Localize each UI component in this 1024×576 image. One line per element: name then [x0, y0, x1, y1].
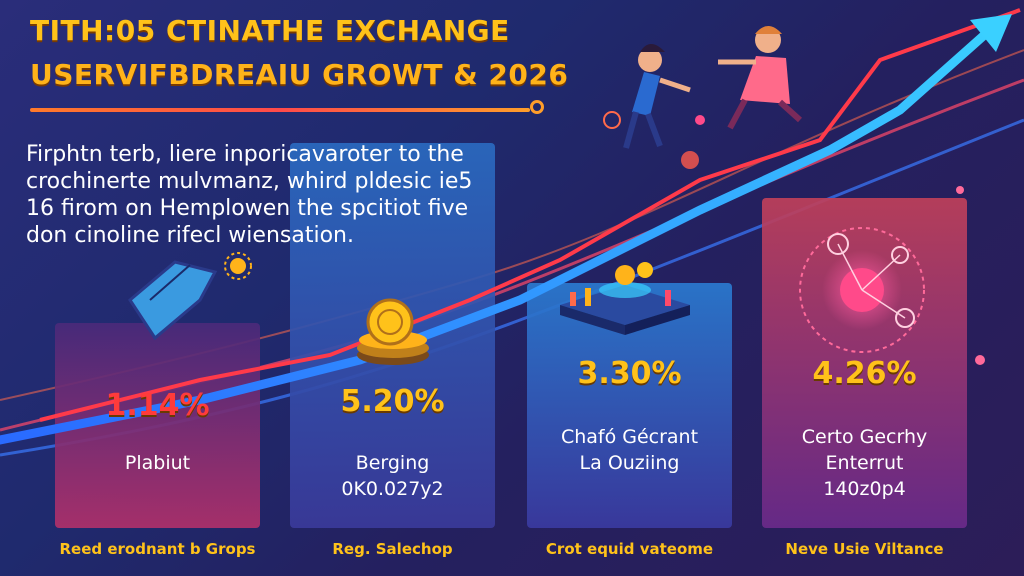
network-globe-icon [799, 227, 925, 353]
bar-value-label: 3.30% [577, 356, 682, 391]
page-title-line-2: USERVIFBDREAIU GROWT & 2026 [30, 58, 569, 91]
bar-card-label-line: La Ouziing [579, 452, 680, 474]
description-line: don cinoline rifecl wiensation. [26, 223, 354, 248]
description-line: Firphtn terb, liere inporicavaroter to t… [26, 142, 464, 167]
bar-card-label-line: Enterrut [825, 452, 904, 474]
bar-card-label: Berging 0K0.027y2 [290, 450, 495, 502]
bar-card-label: Certo Gecrhy Enterrut 140z0p4 [762, 424, 967, 502]
bar-value-label: 5.20% [340, 384, 445, 419]
bar-card-label: Plabiut [55, 450, 260, 476]
category-label: Reg. Salechop [332, 540, 453, 558]
bar-card-3 [527, 283, 732, 528]
bar-card-label-line: 140z0p4 [823, 478, 906, 500]
category-label: Crot equid vateome [545, 540, 714, 558]
description-line: crochinerte mulvmanz, whird pldesic ie5 [26, 169, 473, 194]
trend-line-red [39, 8, 1021, 422]
description-line: 16 firom on Hemplowen the spcitiot five [26, 196, 469, 221]
bar-card-label-line: Berging [355, 452, 430, 474]
bar-cards [55, 143, 967, 528]
bar-card-4 [762, 198, 967, 528]
people-illustration-icon [623, 26, 803, 149]
diamond-icon [128, 252, 252, 341]
bar-card-label-line: 0K0.027y2 [341, 478, 444, 500]
dot-icon [681, 151, 699, 169]
title-divider [30, 108, 530, 112]
platform-icon [560, 262, 690, 335]
arrow-head-icon [970, 14, 1012, 52]
coin-stack-icon [357, 298, 429, 365]
page-title-line-1: TITH:05 CTINATHE EXCHANGE [30, 14, 510, 47]
bar-card-label-line: Certo Gecrhy [801, 426, 928, 448]
bar-card-label-line: Plabiut [124, 452, 191, 474]
growth-arrow-icon [0, 25, 995, 445]
dot-icon [975, 355, 985, 365]
dot-icon [695, 115, 705, 125]
divider-dot-icon [530, 100, 544, 114]
gear-icon [603, 111, 621, 129]
bar-card-label: Chafó Gécrant La Ouziing [527, 424, 732, 476]
bar-card-1 [55, 323, 260, 528]
dot-icon [956, 186, 964, 194]
bar-card-label-line: Chafó Gécrant [560, 426, 699, 448]
category-label: Neve Usie Viltance [785, 540, 944, 558]
bar-value-label: 1.14% [105, 388, 210, 423]
category-label: Reed erodnant b Grops [59, 540, 256, 558]
bar-value-label: 4.26% [812, 356, 917, 391]
